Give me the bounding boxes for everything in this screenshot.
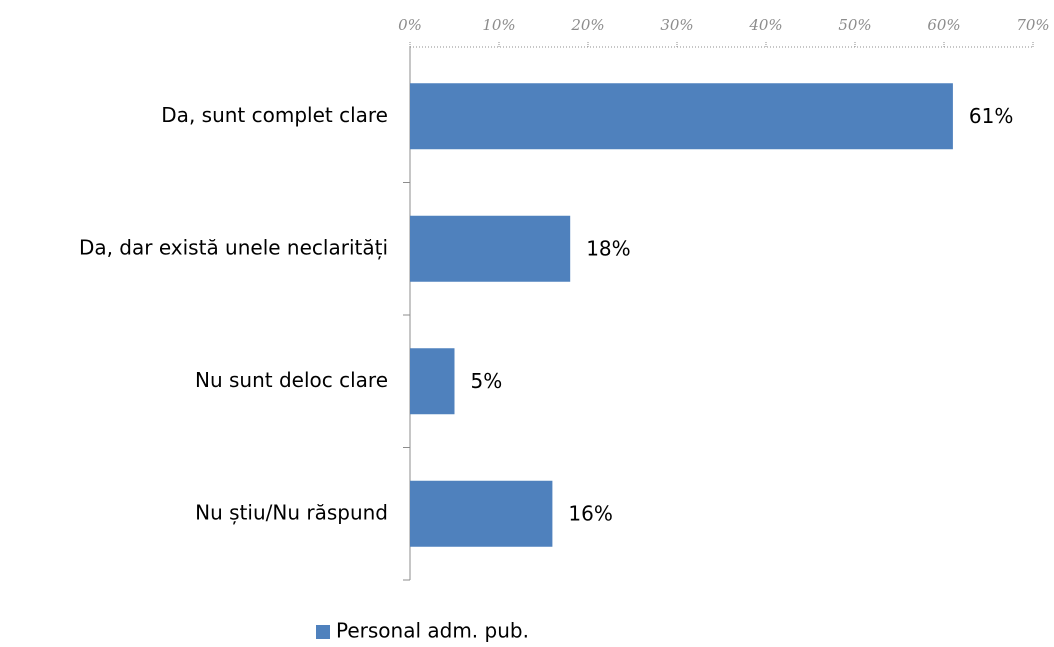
x-tick-label: 60% — [927, 16, 960, 34]
bar — [410, 480, 553, 547]
y-tick-label: Da, dar există unele neclarități — [79, 235, 388, 259]
legend-label: Personal adm. pub. — [336, 619, 529, 643]
value-label: 18% — [586, 236, 630, 260]
x-tick-label: 40% — [748, 16, 782, 34]
x-tick-label: 10% — [482, 16, 515, 34]
value-label: 16% — [568, 501, 612, 525]
value-label: 5% — [471, 369, 503, 393]
x-tick-label: 30% — [660, 16, 693, 34]
y-tick-label: Da, sunt complet clare — [161, 103, 388, 127]
y-tick-label: Nu sunt deloc clare — [195, 368, 388, 392]
value-label: 61% — [969, 104, 1013, 128]
x-tick-label: 20% — [570, 16, 604, 34]
bar — [410, 83, 953, 150]
legend-swatch — [316, 625, 330, 639]
bar — [410, 215, 571, 282]
x-tick-label: 0% — [398, 16, 422, 34]
y-tick-label: Nu știu/Nu răspund — [195, 500, 388, 524]
x-tick-label: 50% — [838, 16, 871, 34]
x-tick-label: 70% — [1016, 16, 1049, 34]
bar — [410, 348, 455, 415]
